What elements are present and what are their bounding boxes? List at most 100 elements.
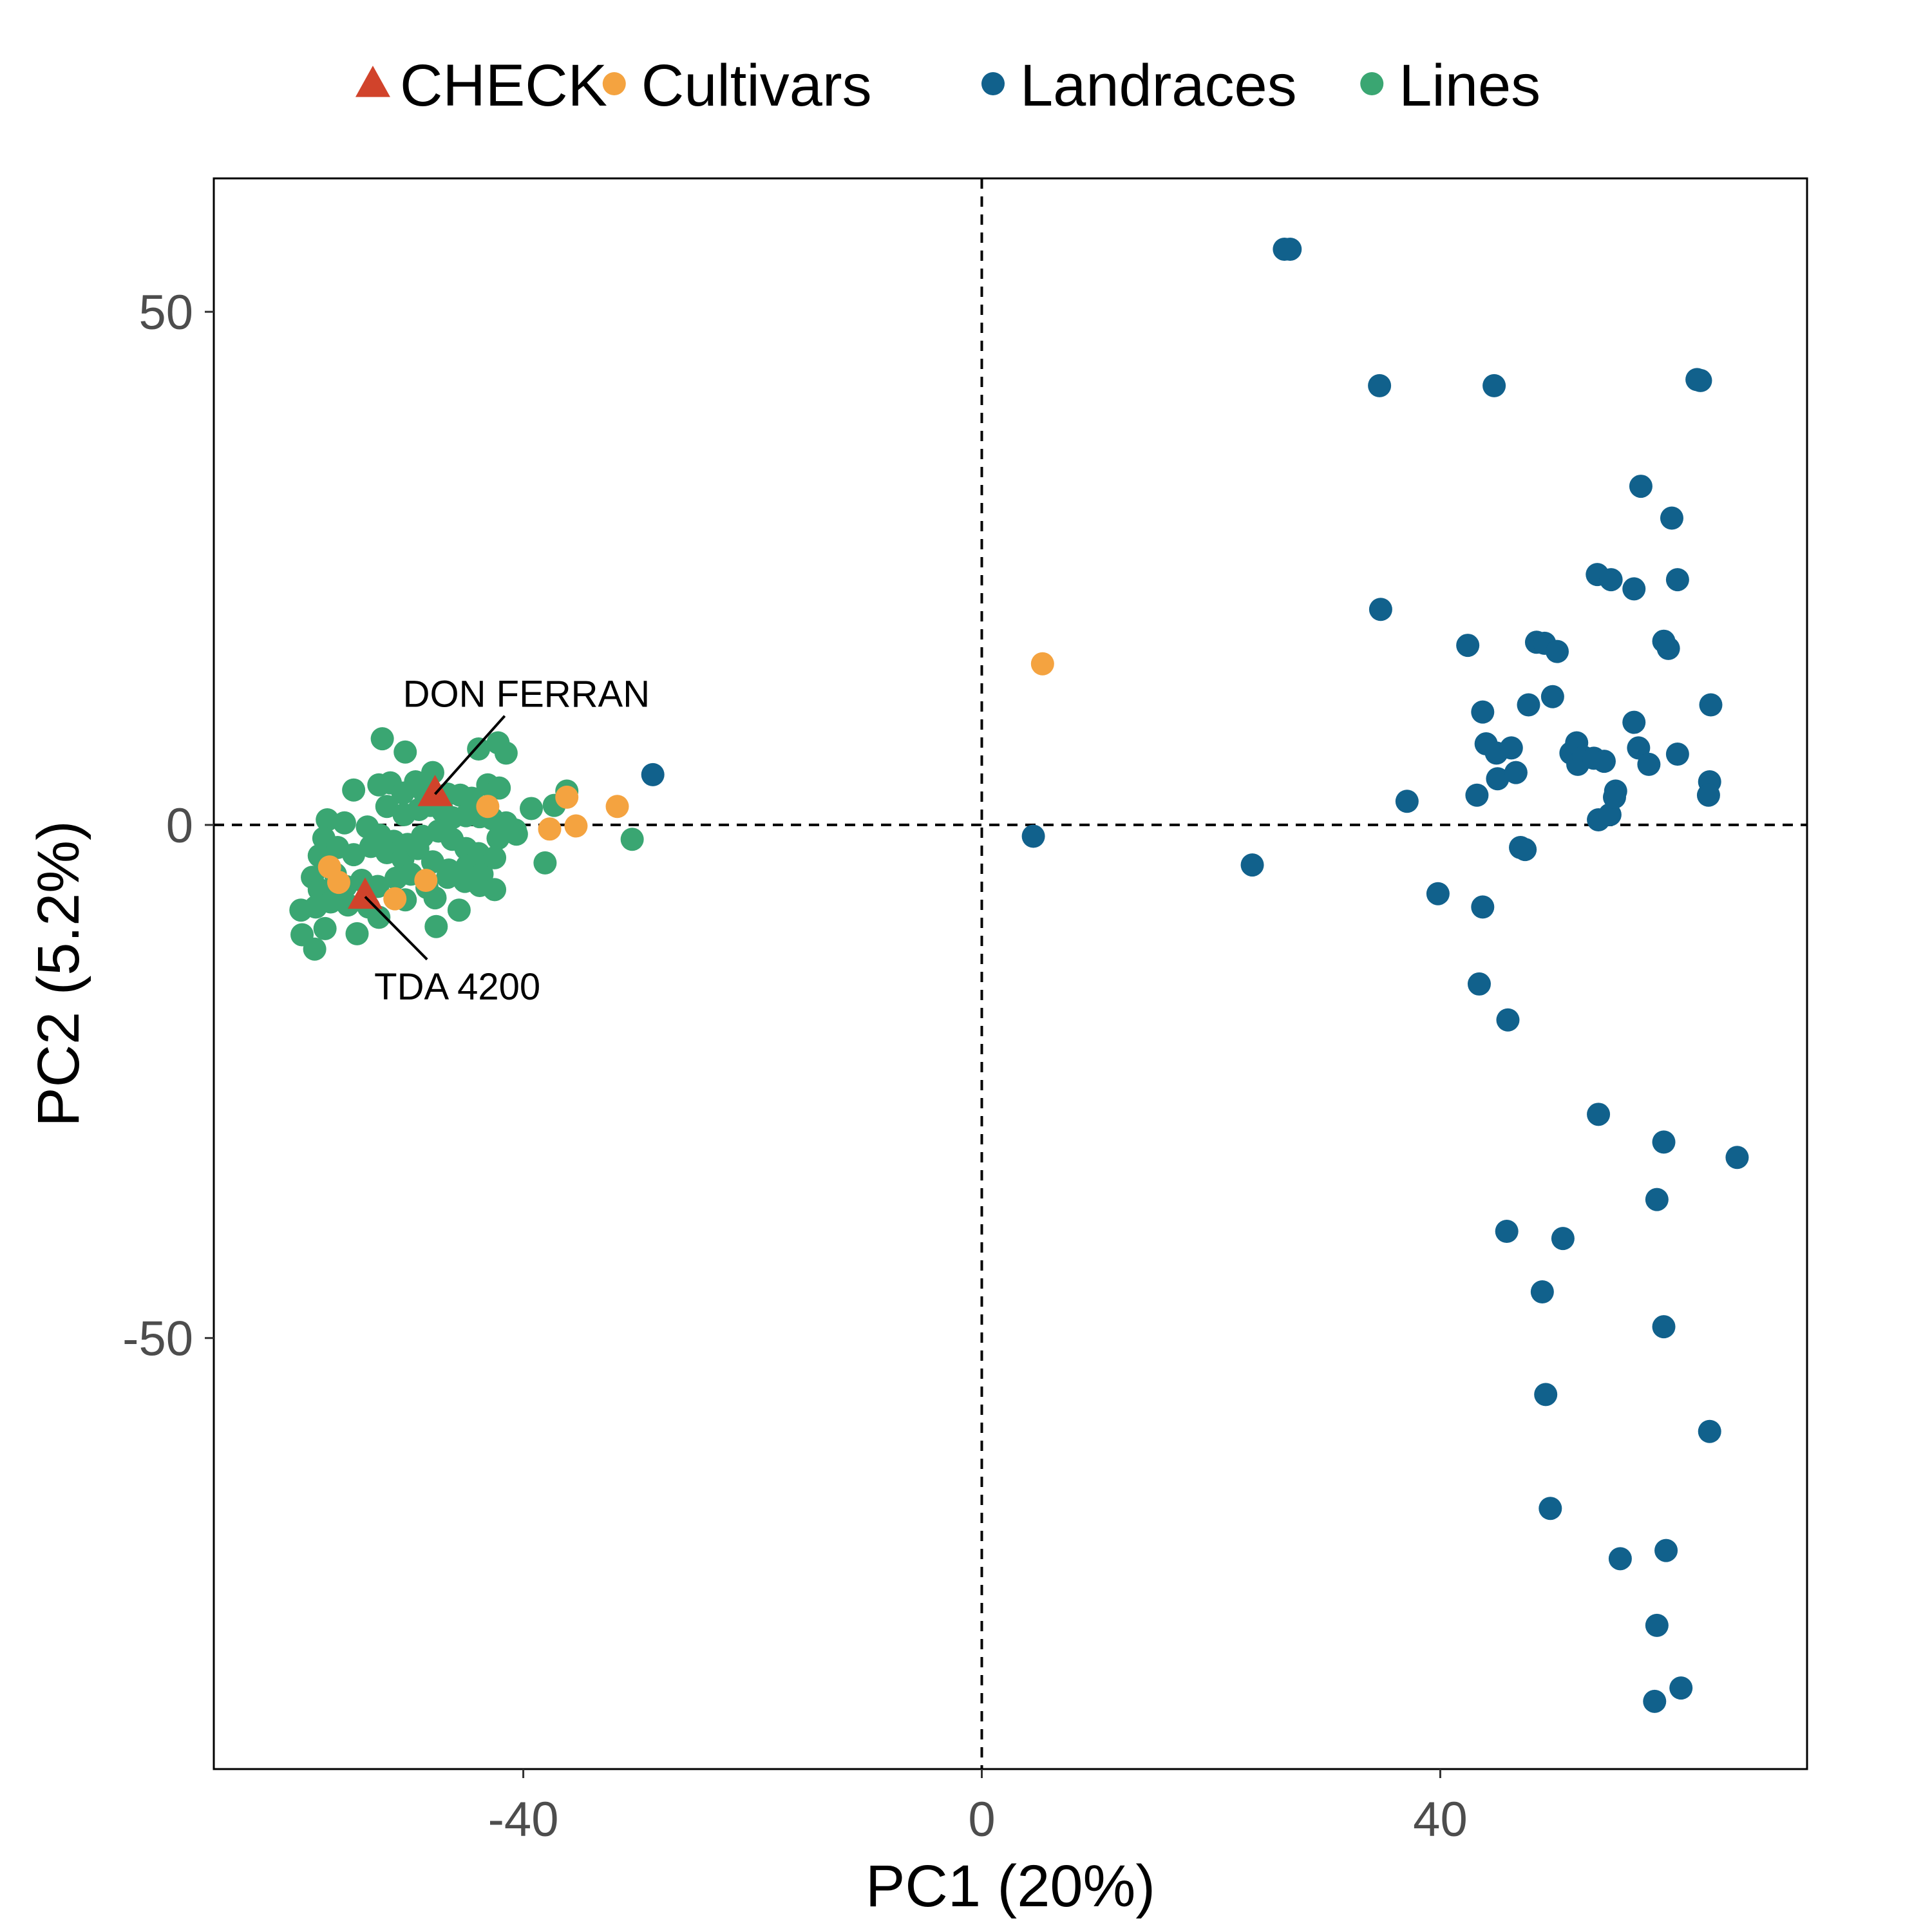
legend-item-check: CHECK — [355, 53, 607, 118]
lines-point — [424, 914, 448, 938]
landraces-point — [1689, 368, 1712, 392]
cultivars-point — [564, 814, 588, 838]
legend-label: Cultivars — [641, 53, 872, 118]
landraces-point — [1504, 761, 1528, 784]
landraces-point — [1545, 639, 1569, 663]
landraces-point — [1486, 767, 1510, 791]
y-tick-label: 0 — [166, 799, 193, 853]
series-check — [347, 775, 453, 909]
lines-point — [620, 828, 644, 851]
legend-label: CHECK — [400, 53, 607, 118]
lines-point — [488, 776, 511, 800]
landraces-point — [1592, 750, 1616, 773]
landraces-point — [1021, 824, 1045, 848]
landraces-point — [1652, 1315, 1676, 1339]
lines-point — [370, 727, 394, 751]
check-point — [417, 775, 453, 806]
landraces-point — [1602, 785, 1626, 809]
legend-circle-icon — [1360, 72, 1384, 95]
series-cultivars — [317, 652, 1054, 911]
lines-point — [533, 851, 557, 875]
reference-lines — [214, 178, 1807, 1769]
series-landraces — [641, 237, 1749, 1713]
landraces-point — [1467, 972, 1491, 996]
lines-point — [313, 916, 337, 940]
lines-point — [467, 737, 491, 761]
series-lines — [289, 727, 644, 961]
landraces-point — [1660, 506, 1683, 530]
x-tick-label: 0 — [968, 1792, 995, 1847]
check-point — [347, 877, 383, 909]
axis-ticks: -40 0 40 -50 0 50 — [122, 285, 1468, 1847]
cultivars-point — [1030, 652, 1054, 676]
landraces-point — [1608, 1547, 1632, 1571]
y-tick-label: 50 — [138, 285, 193, 340]
landraces-point — [1495, 1219, 1519, 1243]
x-tick-label: -40 — [488, 1792, 559, 1847]
landraces-point — [1456, 634, 1480, 658]
x-tick-label: 40 — [1413, 1792, 1468, 1847]
landraces-point — [1665, 568, 1689, 592]
landraces-point — [1540, 685, 1564, 708]
cultivars-point — [414, 868, 438, 892]
annotation-label: DON FERRAN — [403, 674, 650, 715]
lines-point — [375, 795, 399, 819]
lines-point — [423, 886, 447, 910]
cultivars-point — [538, 817, 562, 841]
cultivars-point — [476, 795, 500, 819]
landraces-point — [1513, 838, 1537, 862]
legend-item-landraces: Landraces — [981, 53, 1297, 118]
lines-point — [447, 898, 471, 922]
x-axis-title: PC1 (20%) — [866, 1853, 1155, 1919]
legend-circle-icon — [981, 72, 1005, 95]
landraces-point — [1278, 237, 1302, 261]
annotation-leader-line — [434, 715, 506, 795]
lines-point — [406, 837, 430, 860]
landraces-point — [1551, 1227, 1575, 1251]
lines-point — [504, 822, 528, 846]
annotations: DON FERRAN TDA 4200 — [364, 674, 650, 1008]
landraces-point — [1665, 742, 1689, 766]
y-tick-label: -50 — [122, 1312, 193, 1367]
lines-point — [483, 878, 507, 902]
landraces-point — [1539, 1497, 1562, 1520]
landraces-point — [641, 762, 665, 786]
annotation-leader-line — [364, 896, 428, 961]
lines-point — [367, 905, 391, 929]
landraces-point — [1645, 1613, 1669, 1637]
lines-point — [345, 922, 369, 945]
landraces-point — [1669, 1676, 1693, 1700]
lines-point — [303, 937, 327, 961]
landraces-point — [1534, 1383, 1558, 1406]
landraces-point — [1499, 736, 1523, 760]
legend-triangle-icon — [355, 66, 390, 97]
cultivars-point — [605, 795, 629, 819]
landraces-point — [1482, 374, 1506, 397]
landraces-point — [1465, 783, 1489, 807]
landraces-point — [1240, 853, 1264, 877]
landraces-point — [1643, 1689, 1667, 1713]
landraces-point — [1496, 1008, 1520, 1032]
lines-point — [304, 895, 328, 919]
data-points — [289, 237, 1749, 1713]
landraces-point — [1654, 1539, 1678, 1562]
landraces-point — [1645, 1188, 1669, 1211]
lines-point — [421, 761, 444, 784]
landraces-point — [1699, 693, 1723, 717]
landraces-point — [1629, 475, 1653, 498]
landraces-point — [1652, 1130, 1676, 1154]
landraces-point — [1530, 1280, 1554, 1303]
lines-point — [342, 843, 366, 867]
annotation-label: TDA 4200 — [374, 966, 540, 1008]
lines-point — [342, 778, 366, 802]
cultivars-point — [327, 871, 351, 895]
landraces-point — [1622, 710, 1646, 734]
landraces-point — [1637, 752, 1661, 776]
lines-point — [520, 797, 544, 820]
landraces-point — [1698, 1419, 1721, 1443]
landraces-point — [1622, 577, 1646, 601]
plot-frame — [213, 177, 1808, 1770]
legend: CHECK Cultivars Landraces Lines — [355, 53, 1540, 118]
landraces-point — [1471, 895, 1495, 919]
